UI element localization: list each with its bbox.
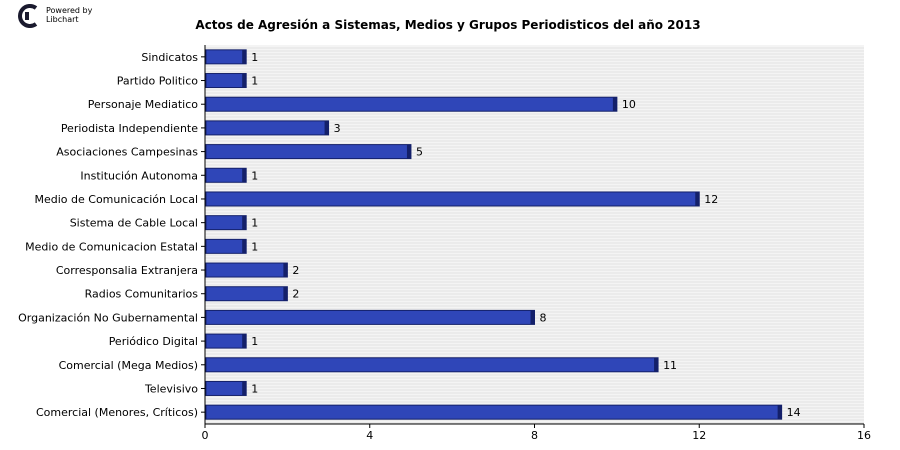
bar [205, 380, 247, 396]
bar [205, 144, 412, 160]
libchart-logo-icon [18, 4, 38, 28]
bar-shade [695, 191, 700, 206]
bar [205, 120, 330, 136]
category-label: Sindicatos [141, 51, 198, 64]
bar-value-label: 2 [292, 264, 299, 277]
bar [205, 215, 247, 231]
bar-shade [406, 144, 411, 159]
bar-shade [654, 357, 659, 372]
bar [205, 286, 288, 302]
category-label: Corresponsalia Extranjera [56, 264, 198, 277]
bar [205, 191, 700, 207]
category-label: Televisivo [144, 382, 198, 395]
bar-shade [283, 263, 288, 278]
bar [205, 309, 535, 325]
bar-shade [242, 239, 247, 254]
bar-shade [283, 286, 288, 301]
libchart-label: Libchart [46, 15, 79, 24]
bar-value-label: 1 [251, 335, 258, 348]
bar-shade [324, 120, 329, 135]
bar-value-label: 1 [251, 240, 258, 253]
bar [205, 333, 247, 349]
bar-shade [777, 405, 782, 420]
bar-value-label: 1 [251, 382, 258, 395]
chart-title: Actos de Agresión a Sistemas, Medios y G… [195, 18, 700, 32]
bar [205, 73, 247, 89]
x-tick-label: 16 [857, 429, 871, 442]
bar-shade [242, 381, 247, 396]
category-label: Medio de Comunicacion Estatal [25, 240, 198, 253]
bar-value-label: 3 [334, 122, 341, 135]
bar-shade [242, 334, 247, 349]
bar-value-label: 1 [251, 217, 258, 230]
libchart-logo [18, 4, 38, 28]
category-label: Comercial (Mega Medios) [59, 359, 198, 372]
bar [205, 404, 783, 420]
category-label: Radios Comunitarios [85, 288, 199, 301]
bar-shade [530, 310, 535, 325]
category-label: Institución Autonoma [80, 169, 198, 182]
bar-value-label: 1 [251, 51, 258, 64]
bar [205, 167, 247, 183]
bar-shade [242, 168, 247, 183]
bar-shade [612, 97, 617, 112]
bar-shade [242, 49, 247, 64]
category-label: Sistema de Cable Local [70, 217, 198, 230]
powered-by-label: Powered by [46, 6, 93, 15]
x-tick-label: 4 [366, 429, 373, 442]
bar-value-label: 2 [292, 288, 299, 301]
bar-value-label: 5 [416, 146, 423, 159]
category-label: Periodista Independiente [61, 122, 198, 135]
bar [205, 262, 288, 278]
bar-value-label: 10 [622, 98, 636, 111]
category-label: Medio de Comunicación Local [35, 193, 199, 206]
category-label: Organización No Gubernamental [18, 311, 198, 324]
category-label: Comercial (Menores, Críticos) [36, 406, 198, 419]
bar-value-label: 11 [663, 359, 677, 372]
bar-shade [242, 73, 247, 88]
category-label: Periódico Digital [109, 335, 198, 348]
bar-shade [242, 215, 247, 230]
bar-value-label: 14 [787, 406, 801, 419]
bar-value-label: 1 [251, 169, 258, 182]
x-tick-label: 12 [692, 429, 706, 442]
bar-value-label: 8 [540, 311, 547, 324]
bar [205, 357, 659, 373]
x-tick-label: 0 [202, 429, 209, 442]
bar-value-label: 1 [251, 75, 258, 88]
category-label: Personaje Mediatico [88, 98, 198, 111]
bar [205, 238, 247, 254]
bar-value-label: 12 [704, 193, 718, 206]
x-tick-label: 8 [531, 429, 538, 442]
bar [205, 96, 618, 112]
category-label: Asociaciones Campesinas [56, 146, 198, 159]
category-label: Partido Politico [117, 75, 198, 88]
bar [205, 49, 247, 65]
